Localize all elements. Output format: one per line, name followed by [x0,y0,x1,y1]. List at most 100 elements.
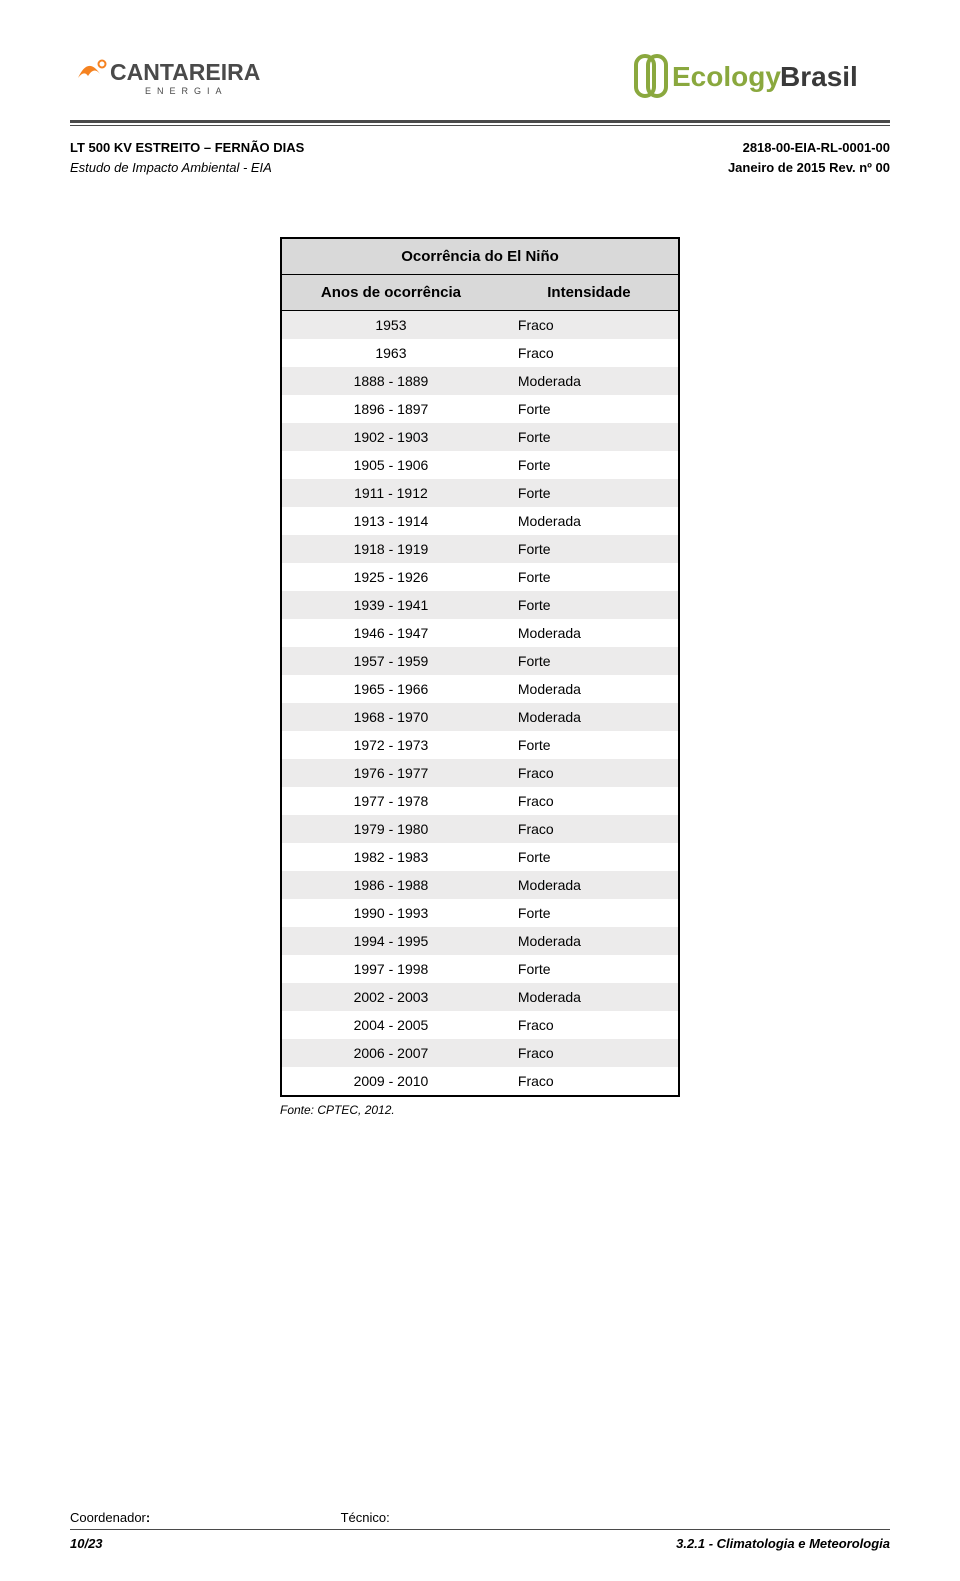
table-row: 1888 - 1889Moderada [281,367,679,395]
header-rule-thin [70,125,890,126]
cell-year: 1953 [281,311,500,340]
cantareira-logo: CANTAREIRA ENERGIA [70,46,280,104]
cell-intensity: Forte [500,731,679,759]
cell-year: 1976 - 1977 [281,759,500,787]
cell-intensity: Fraco [500,815,679,843]
table-row: 1953Fraco [281,311,679,340]
cell-year: 1896 - 1897 [281,395,500,423]
cell-intensity: Moderada [500,927,679,955]
footer-coordenador: Coordenador: [70,1510,341,1525]
table-caption: Fonte: CPTEC, 2012. [280,1103,680,1117]
cell-intensity: Forte [500,423,679,451]
svg-text:Ecology: Ecology [672,61,781,92]
doc-title-line2: Estudo de Impacto Ambiental - EIA [70,158,304,178]
doc-date-rev: Janeiro de 2015 Rev. nº 00 [728,158,890,178]
cell-year: 2006 - 2007 [281,1039,500,1067]
cell-intensity: Forte [500,535,679,563]
cell-intensity: Forte [500,591,679,619]
cell-intensity: Moderada [500,619,679,647]
table-row: 1946 - 1947Moderada [281,619,679,647]
cell-intensity: Forte [500,479,679,507]
table-row: 1939 - 1941Forte [281,591,679,619]
table-row: 1972 - 1973Forte [281,731,679,759]
cell-year: 1982 - 1983 [281,843,500,871]
cell-intensity: Forte [500,647,679,675]
cell-year: 1902 - 1903 [281,423,500,451]
footer-tecnico: Técnico: [341,1510,612,1525]
cell-year: 1968 - 1970 [281,703,500,731]
cell-intensity: Moderada [500,367,679,395]
table-row: 1905 - 1906Forte [281,451,679,479]
cell-year: 1939 - 1941 [281,591,500,619]
table-row: 1913 - 1914Moderada [281,507,679,535]
table-row: 2004 - 2005Fraco [281,1011,679,1039]
cell-year: 1888 - 1889 [281,367,500,395]
cell-intensity: Forte [500,563,679,591]
doc-title-line1: LT 500 KV ESTREITO – FERNÃO DIAS [70,138,304,158]
cell-year: 1913 - 1914 [281,507,500,535]
cell-intensity: Forte [500,451,679,479]
table-row: 1990 - 1993Forte [281,899,679,927]
cell-intensity: Moderada [500,703,679,731]
header-rule-thick [70,120,890,123]
cell-year: 1979 - 1980 [281,815,500,843]
cell-intensity: Forte [500,899,679,927]
table-row: 1977 - 1978Fraco [281,787,679,815]
table-row: 1963Fraco [281,339,679,367]
cell-intensity: Moderada [500,675,679,703]
footer-rule [70,1529,890,1530]
el-nino-table: Ocorrência do El Niño Anos de ocorrência… [280,237,680,1097]
cell-intensity: Fraco [500,339,679,367]
cell-year: 1963 [281,339,500,367]
svg-text:CANTAREIRA: CANTAREIRA [110,59,260,85]
cell-intensity: Moderada [500,983,679,1011]
cell-intensity: Fraco [500,759,679,787]
table-row: 1965 - 1966Moderada [281,675,679,703]
cell-year: 1972 - 1973 [281,731,500,759]
cell-year: 1997 - 1998 [281,955,500,983]
table-col-years: Anos de ocorrência [281,275,500,311]
table-row: 1994 - 1995Moderada [281,927,679,955]
cell-intensity: Fraco [500,1039,679,1067]
cell-year: 1946 - 1947 [281,619,500,647]
cell-intensity: Fraco [500,311,679,340]
cell-intensity: Forte [500,843,679,871]
footer-page: 10/23 [70,1536,103,1551]
cell-intensity: Forte [500,395,679,423]
table-row: 2006 - 2007Fraco [281,1039,679,1067]
cell-intensity: Fraco [500,1067,679,1096]
table-row: 2002 - 2003Moderada [281,983,679,1011]
cell-year: 1994 - 1995 [281,927,500,955]
table-row: 1918 - 1919Forte [281,535,679,563]
table-row: 1911 - 1912Forte [281,479,679,507]
table-row: 1925 - 1926Forte [281,563,679,591]
table-row: 1979 - 1980Fraco [281,815,679,843]
svg-text:ENERGIA: ENERGIA [145,86,228,96]
cell-intensity: Forte [500,955,679,983]
cell-year: 1957 - 1959 [281,647,500,675]
cell-intensity: Fraco [500,1011,679,1039]
table-row: 1976 - 1977Fraco [281,759,679,787]
table-row: 2009 - 2010Fraco [281,1067,679,1096]
footer-section: 3.2.1 - Climatologia e Meteorologia [676,1536,890,1551]
cell-intensity: Moderada [500,507,679,535]
cell-year: 1965 - 1966 [281,675,500,703]
svg-text:Brasil: Brasil [780,61,858,92]
cell-year: 1986 - 1988 [281,871,500,899]
cell-year: 1925 - 1926 [281,563,500,591]
cell-year: 1977 - 1978 [281,787,500,815]
table-row: 1982 - 1983Forte [281,843,679,871]
cell-year: 2002 - 2003 [281,983,500,1011]
cell-year: 1905 - 1906 [281,451,500,479]
table-row: 1902 - 1903Forte [281,423,679,451]
table-row: 1957 - 1959Forte [281,647,679,675]
cell-intensity: Fraco [500,787,679,815]
cell-year: 2004 - 2005 [281,1011,500,1039]
cell-year: 1990 - 1993 [281,899,500,927]
table-row: 1997 - 1998Forte [281,955,679,983]
table-title: Ocorrência do El Niño [281,238,679,275]
cell-intensity: Moderada [500,871,679,899]
table-row: 1896 - 1897Forte [281,395,679,423]
ecology-brasil-logo: Ecology Brasil [630,46,890,104]
table-row: 1986 - 1988Moderada [281,871,679,899]
